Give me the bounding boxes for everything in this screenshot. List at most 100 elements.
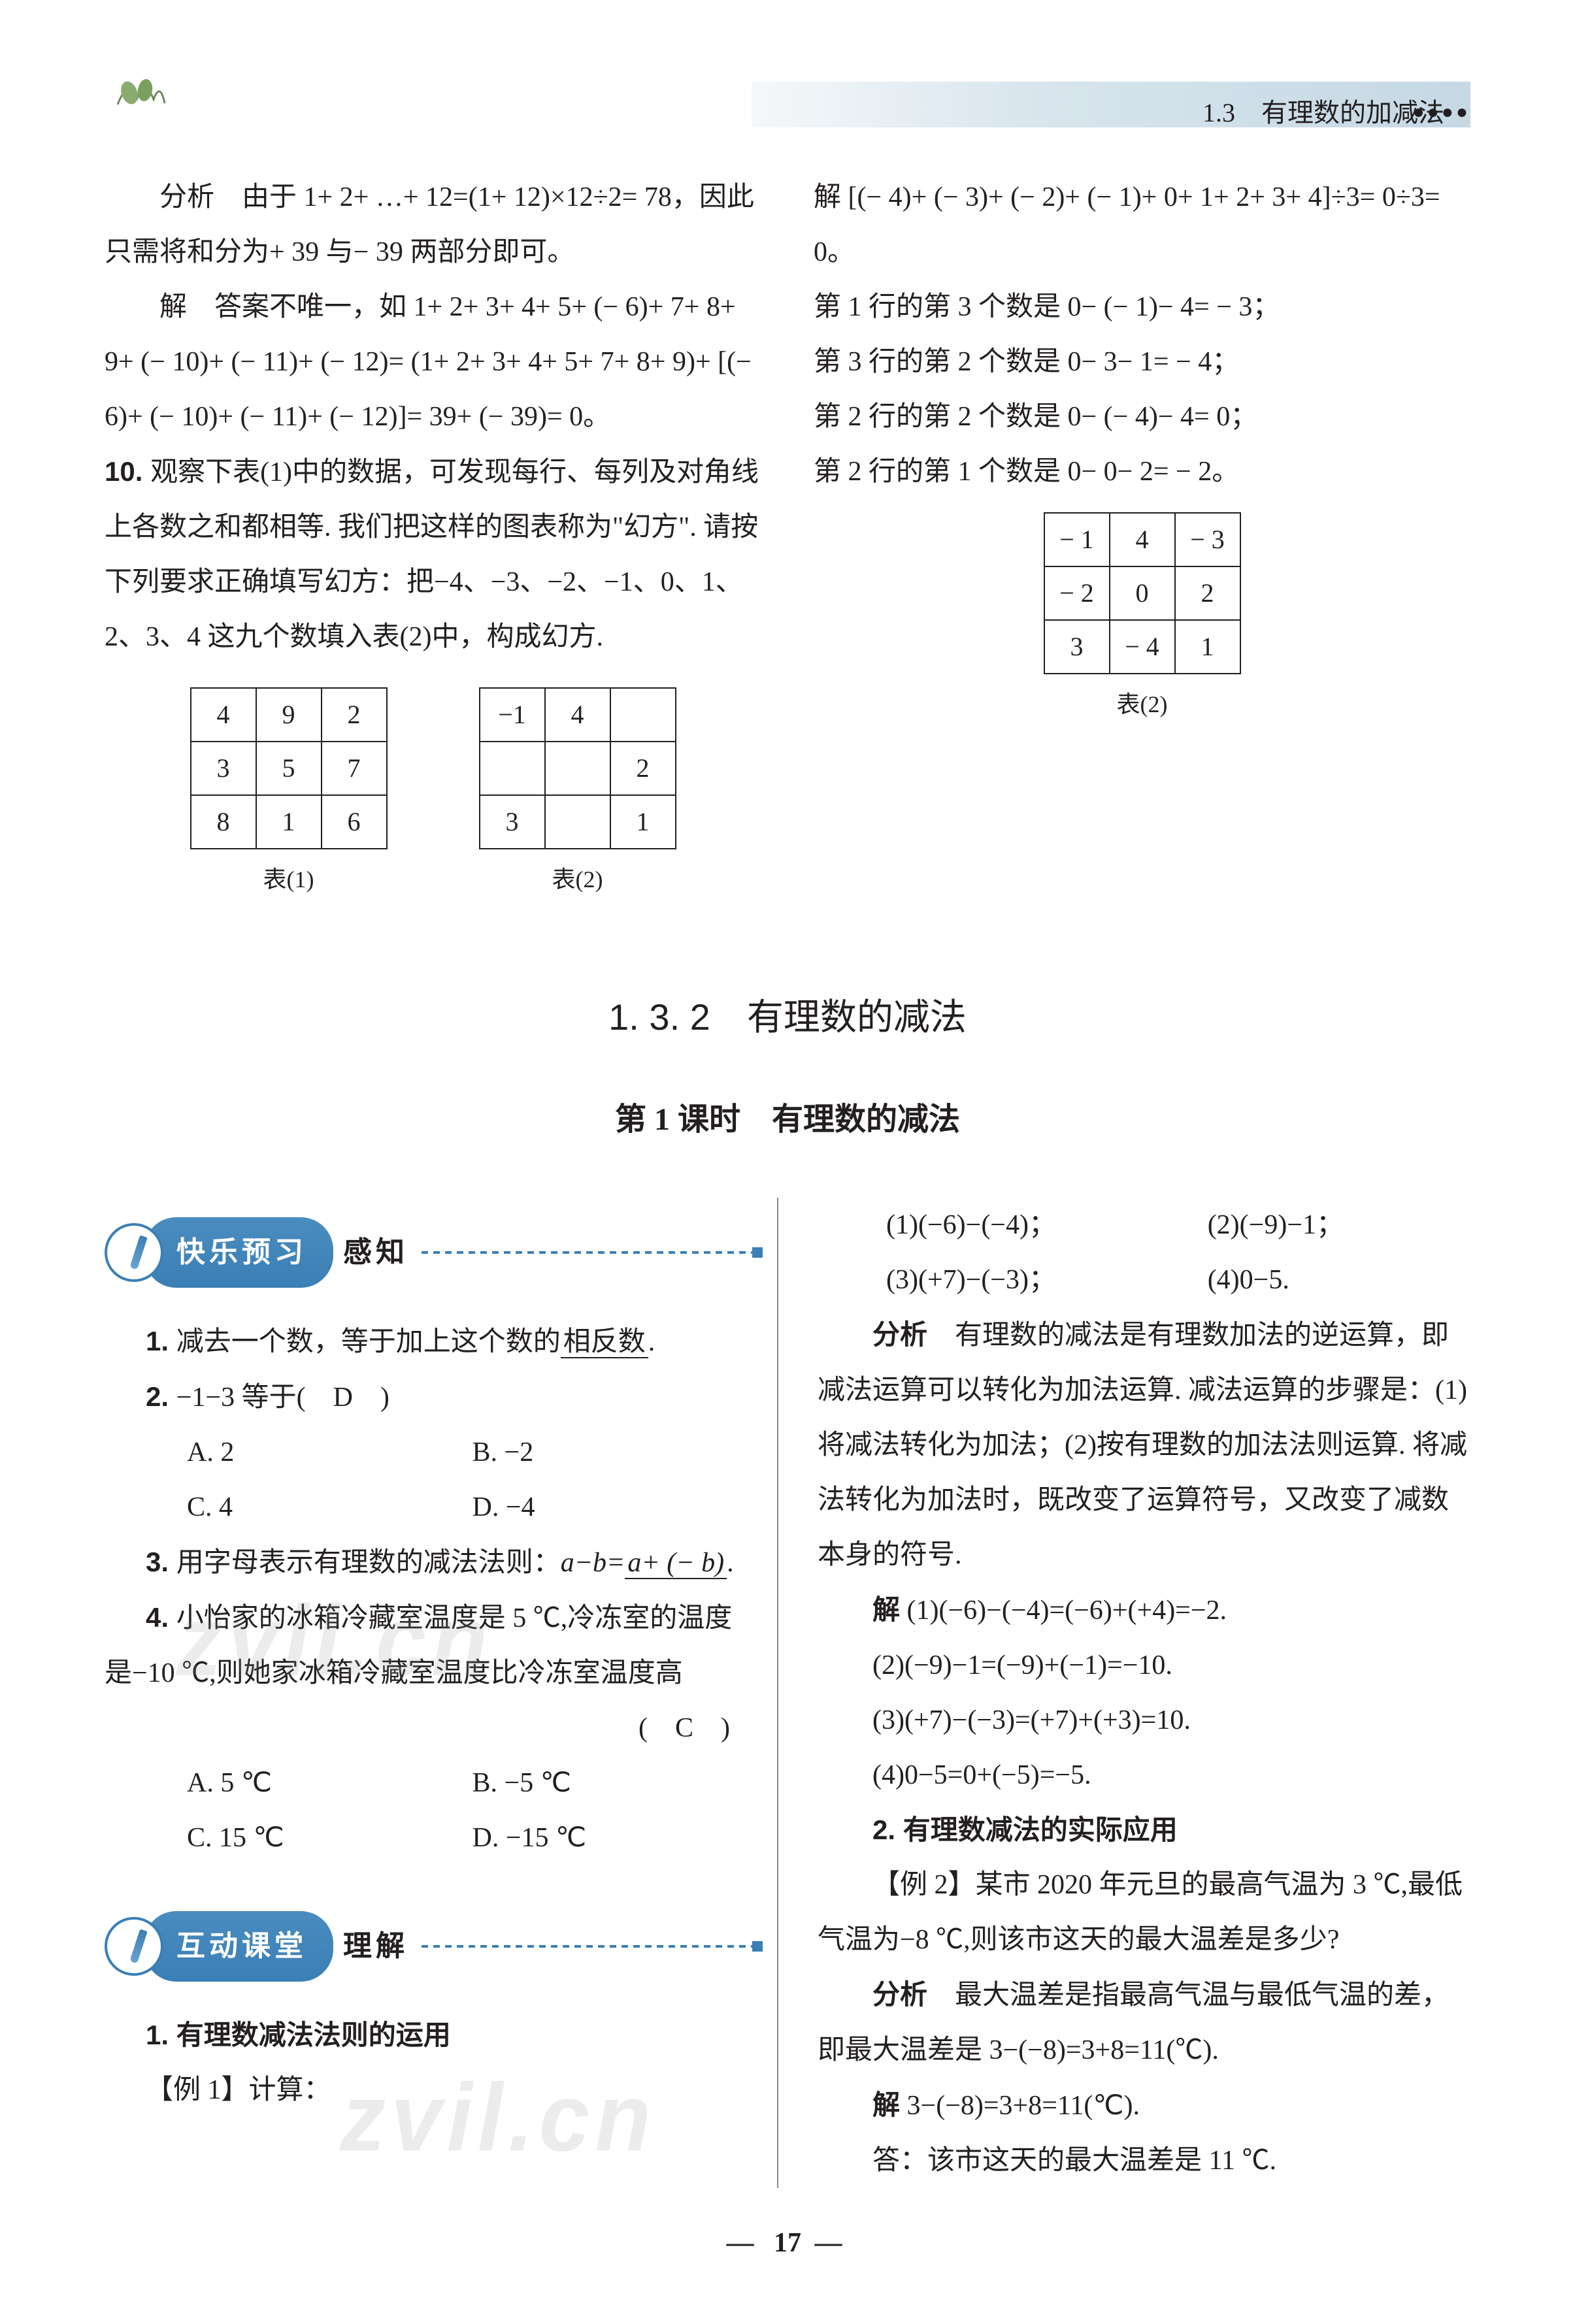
q1-fill: 相反数 bbox=[561, 1327, 648, 1358]
brush-icon bbox=[105, 1223, 163, 1282]
bottom-left-column: 快乐预习 感知 1. 减去一个数，等于加上这个数的相反数. 2. −1−3 等于… bbox=[105, 1198, 757, 2188]
bottom-divider bbox=[777, 1198, 778, 2188]
t1-caption: 表(1) bbox=[190, 856, 388, 903]
br-fenxi: 分析 有理数的减法是有理数加法的逆运算，即减法运算可以转化为加法运算. 减法运算… bbox=[818, 1307, 1470, 1582]
expr-c: (3)(+7)−(−3)； bbox=[886, 1252, 1208, 1307]
q2-opt-a: A. 2 bbox=[187, 1425, 472, 1480]
q2-opts-2: C. 4 D. −4 bbox=[105, 1480, 757, 1535]
header-dots: ●●●● bbox=[1413, 101, 1470, 123]
tables-row: 492 357 816 表(1) −14 2 31 表(2) bbox=[105, 678, 761, 903]
br-h2: 2. 有理数减法的实际应用 bbox=[818, 1803, 1470, 1858]
bl-q4: 4. 小怡家的冰箱冷藏室温度是 5 ℃,冷冻室的温度是−10 ℃,则她家冰箱冷藏… bbox=[105, 1590, 757, 1701]
expr-row-2: (3)(+7)−(−3)； (4)0−5. bbox=[818, 1252, 1470, 1307]
expr-row-1: (1)(−6)−(−4)； (2)(−9)−1； bbox=[818, 1198, 1470, 1252]
r-p4: 第 2 行的第 2 个数是 0− (− 4)− 4= 0； bbox=[814, 389, 1470, 444]
badge-preview: 快乐预习 感知 bbox=[105, 1217, 757, 1288]
br-jie2: 解 3−(−8)=3+8=11(℃). bbox=[818, 2078, 1470, 2133]
top-left-column: 分析 由于 1+ 2+ …+ 12=(1+ 12)×12÷2= 78，因此只需将… bbox=[105, 170, 761, 903]
bl-q1: 1. 减去一个数，等于加上这个数的相反数. bbox=[105, 1314, 757, 1369]
r-p2: 第 1 行的第 3 个数是 0− (− 1)− 4= − 3； bbox=[814, 280, 1470, 335]
q4-paren: ( C ) bbox=[638, 1701, 730, 1756]
table1-block: 492 357 816 表(1) bbox=[190, 678, 388, 903]
q2-text: −1−3 等于( bbox=[176, 1383, 333, 1413]
bl-q2: 2. −1−3 等于( D ) bbox=[105, 1369, 757, 1425]
q4-opts-1: A. 5 ℃ B. −5 ℃ bbox=[105, 1756, 757, 1810]
q4-ans: C bbox=[675, 1713, 693, 1743]
r-p5: 第 2 行的第 1 个数是 0− 0− 2= − 2。 bbox=[814, 444, 1470, 499]
magic-table-sol: − 14− 3 − 202 3− 41 bbox=[1044, 512, 1241, 674]
r-p1: 解 [(− 4)+ (− 3)+ (− 2)+ (− 1)+ 0+ 1+ 2+ … bbox=[814, 170, 1470, 280]
q4-text: 小怡家的冰箱冷藏室温度是 5 ℃,冷冻室的温度是−10 ℃,则她家冰箱冷藏室温度… bbox=[105, 1603, 732, 1688]
q3-b: . bbox=[727, 1548, 734, 1578]
expr-a: (1)(−6)−(−4)； bbox=[886, 1198, 1208, 1252]
br-sol3: (3)(+7)−(−3)=(+7)+(+3)=10. bbox=[818, 1693, 1470, 1748]
q4-opts-2: C. 15 ℃ D. −15 ℃ bbox=[105, 1810, 757, 1865]
bl-q3: 3. 用字母表示有理数的减法法则：a−b=a+ (− b). bbox=[105, 1535, 757, 1590]
q1-num: 1. bbox=[146, 1326, 176, 1356]
r-p3: 第 3 行的第 2 个数是 0− 3− 1= − 4； bbox=[814, 335, 1470, 389]
badge1-suffix: 感知 bbox=[343, 1224, 408, 1281]
leaf-icon bbox=[111, 72, 170, 111]
q10: 10. 观察下表(1)中的数据，可发现每行、每列及对角线上各数之和都相等. 我们… bbox=[105, 444, 761, 664]
q3-num: 3. bbox=[146, 1547, 176, 1577]
q2-ans: D bbox=[333, 1383, 353, 1413]
br-sol1: 解 (1)(−6)−(−4)=(−6)+(+4)=−2. bbox=[818, 1582, 1470, 1638]
br-ans: 答：该市这天的最大温差是 11 ℃. bbox=[818, 2133, 1470, 2188]
q10-num: 10. bbox=[105, 456, 150, 487]
expr-b: (2)(−9)−1； bbox=[1208, 1198, 1470, 1252]
fenxi2-label: 分析 bbox=[872, 1979, 927, 2010]
q3-fill: a+ (− b) bbox=[625, 1548, 727, 1579]
q4-opt-d: D. −15 ℃ bbox=[472, 1810, 758, 1865]
bottom-columns: 快乐预习 感知 1. 减去一个数，等于加上这个数的相反数. 2. −1−3 等于… bbox=[105, 1198, 1470, 2188]
br-fenxi2: 分析 最大温差是指最高气温与最低气温的差，即最大温差是 3−(−8)=3+8=1… bbox=[818, 1967, 1470, 2078]
section-title-main: 1. 3. 2 有理数的减法 bbox=[105, 988, 1470, 1041]
q2-end: ) bbox=[353, 1383, 390, 1413]
q4-num: 4. bbox=[146, 1602, 176, 1633]
q1-b: . bbox=[648, 1327, 655, 1357]
q2-opt-c: C. 4 bbox=[187, 1480, 472, 1535]
sol1: (1)(−6)−(−4)=(−6)+(+4)=−2. bbox=[900, 1596, 1227, 1626]
section-title-lesson: 第 1 课时 有理数的减法 bbox=[105, 1093, 1470, 1139]
bottom-right-column: (1)(−6)−(−4)； (2)(−9)−1； (3)(+7)−(−3)； (… bbox=[798, 1198, 1470, 2188]
bl-h1: 1. 有理数减法法则的运用 bbox=[105, 2008, 757, 2063]
page-container: 1.3 有理数的加减法 ●●●● 分析 由于 1+ 2+ …+ 12=(1+ 1… bbox=[0, 0, 1575, 2324]
t2-caption: 表(2) bbox=[479, 856, 676, 903]
badge1-pill: 快乐预习 bbox=[144, 1217, 333, 1288]
expr-d: (4)0−5. bbox=[1208, 1252, 1470, 1307]
q4-opt-c: C. 15 ℃ bbox=[187, 1810, 472, 1865]
q2-num: 2. bbox=[146, 1381, 176, 1412]
chapter-header: 1.3 有理数的加减法 bbox=[1202, 91, 1444, 129]
br-sol2: (2)(−9)−1=(−9)+(−1)=−10. bbox=[818, 1638, 1470, 1693]
analysis-p1: 分析 由于 1+ 2+ …+ 12=(1+ 12)×12÷2= 78，因此只需将… bbox=[105, 170, 761, 280]
magic-table-1: 492 357 816 bbox=[190, 687, 388, 849]
page-number: — 17 — bbox=[105, 2227, 1470, 2259]
jie2-label: 解 bbox=[872, 2089, 900, 2120]
q2-opt-d: D. −4 bbox=[472, 1480, 758, 1535]
page-num-val: 17 bbox=[774, 2228, 801, 2258]
q2-opts-1: A. 2 B. −2 bbox=[105, 1425, 757, 1480]
jie2-text: 3−(−8)=3+8=11(℃). bbox=[900, 2091, 1140, 2121]
q4-opt-b: B. −5 ℃ bbox=[472, 1756, 758, 1810]
tsol-caption: 表(2) bbox=[1025, 681, 1260, 728]
q10-text: 观察下表(1)中的数据，可发现每行、每列及对角线上各数之和都相等. 我们把这样的… bbox=[105, 457, 759, 652]
q3-a: 用字母表示有理数的减法法则： bbox=[176, 1548, 561, 1578]
badge-interact: 互动课堂 理解 bbox=[105, 1911, 757, 1982]
fenxi-label: 分析 bbox=[872, 1319, 927, 1350]
dotline-2 bbox=[422, 1945, 757, 1948]
table-sol-block: − 14− 3 − 202 3− 41 表(2) bbox=[1025, 512, 1260, 728]
dotline-1 bbox=[422, 1251, 757, 1254]
q1-a: 减去一个数，等于加上这个数的 bbox=[176, 1327, 561, 1357]
jie-label: 解 bbox=[872, 1594, 900, 1625]
solution-p2: 解 答案不唯一，如 1+ 2+ 3+ 4+ 5+ (− 6)+ 7+ 8+ 9+… bbox=[105, 280, 761, 444]
top-columns: 分析 由于 1+ 2+ …+ 12=(1+ 12)×12÷2= 78，因此只需将… bbox=[105, 170, 1470, 903]
fenxi-text: 有理数的减法是有理数加法的逆运算，即减法运算可以转化为加法运算. 减法运算的步骤… bbox=[818, 1320, 1467, 1570]
br-ex2: 【例 2】某市 2020 年元旦的最高气温为 3 ℃,最低气温为−8 ℃,则该市… bbox=[818, 1858, 1470, 1967]
br-sol4: (4)0−5=0+(−5)=−5. bbox=[818, 1748, 1470, 1803]
magic-table-2: −14 2 31 bbox=[479, 687, 676, 849]
brush-icon-2 bbox=[105, 1917, 163, 1976]
bl-ex1: 【例 1】计算： bbox=[105, 2063, 757, 2118]
q4-opt-a: A. 5 ℃ bbox=[187, 1756, 472, 1810]
badge2-suffix: 理解 bbox=[343, 1918, 408, 1975]
q2-opt-b: B. −2 bbox=[472, 1425, 758, 1480]
badge2-pill: 互动课堂 bbox=[144, 1911, 333, 1982]
